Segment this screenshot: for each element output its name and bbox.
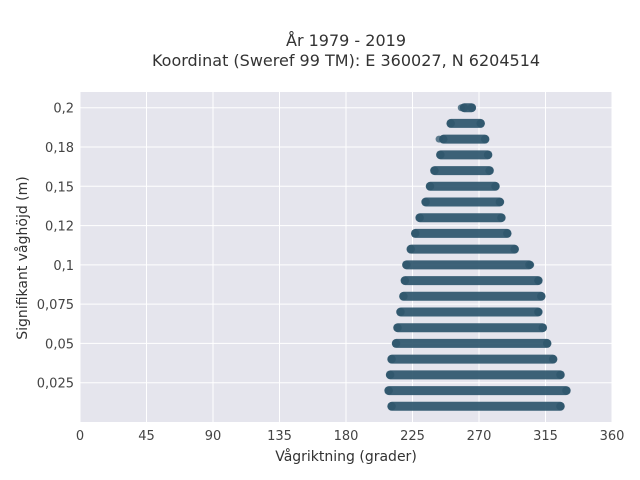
data-point xyxy=(399,292,408,301)
data-point xyxy=(386,370,395,379)
data-point xyxy=(426,182,435,191)
y-tick-label: 0,025 xyxy=(37,377,74,392)
y-tick-label: 0,2 xyxy=(53,102,74,117)
y-tick-label: 0,05 xyxy=(45,337,74,352)
x-tick-label: 90 xyxy=(205,429,222,444)
data-point xyxy=(467,103,476,112)
data-point xyxy=(548,355,557,364)
data-point xyxy=(534,308,542,316)
chart-title-line2: Koordinat (Sweref 99 TM): E 360027, N 62… xyxy=(152,51,540,70)
data-point xyxy=(411,229,420,238)
data-point xyxy=(480,135,489,144)
data-point xyxy=(556,402,565,411)
x-tick-label: 270 xyxy=(467,429,492,444)
y-tick-label: 0,12 xyxy=(45,220,74,235)
x-tick-label: 180 xyxy=(334,429,359,444)
data-layer xyxy=(384,103,571,411)
data-point xyxy=(396,308,405,316)
x-tick-label: 225 xyxy=(400,429,425,444)
data-point xyxy=(415,213,424,222)
x-tick-label: 45 xyxy=(138,429,155,444)
data-point xyxy=(491,182,500,191)
y-tick-label: 0,1 xyxy=(53,259,74,274)
data-point xyxy=(393,323,402,332)
data-point xyxy=(446,119,455,128)
x-axis-label: Vågriktning (grader) xyxy=(275,448,417,465)
data-point xyxy=(483,150,492,159)
data-point xyxy=(556,370,565,379)
tick-labels: 0 45 90 135 180 225 270 315 360 0,025 0,05 0,075 0,1… xyxy=(37,102,625,444)
data-point xyxy=(537,292,546,301)
x-tick-label: 0 xyxy=(76,429,84,444)
data-point xyxy=(542,339,551,348)
data-point xyxy=(392,339,401,348)
data-point xyxy=(387,402,396,411)
data-point xyxy=(510,245,519,254)
data-point xyxy=(402,260,411,269)
data-point xyxy=(407,245,416,254)
data-point xyxy=(534,277,542,285)
data-point xyxy=(430,166,439,175)
data-point xyxy=(476,119,485,128)
data-point xyxy=(436,150,445,159)
data-point xyxy=(485,166,494,175)
y-tick-label: 0,075 xyxy=(37,298,74,313)
data-point xyxy=(503,229,512,238)
data-point xyxy=(421,198,430,206)
y-axis-label: Signifikant våghöjd (m) xyxy=(14,176,31,339)
data-point xyxy=(384,386,393,395)
data-point xyxy=(562,386,571,395)
data-point xyxy=(527,261,535,269)
data-point xyxy=(387,355,396,364)
x-tick-label: 360 xyxy=(600,429,625,444)
x-tick-label: 315 xyxy=(533,429,558,444)
chart-title-line1: År 1979 - 2019 xyxy=(286,31,406,50)
y-tick-label: 0,15 xyxy=(45,180,74,195)
data-point xyxy=(495,198,504,206)
data-point xyxy=(497,213,506,222)
data-point xyxy=(401,276,410,285)
data-point xyxy=(538,323,547,332)
data-point xyxy=(435,135,443,143)
x-tick-label: 135 xyxy=(267,429,292,444)
data-point xyxy=(457,104,465,112)
y-tick-label: 0,18 xyxy=(45,141,74,156)
